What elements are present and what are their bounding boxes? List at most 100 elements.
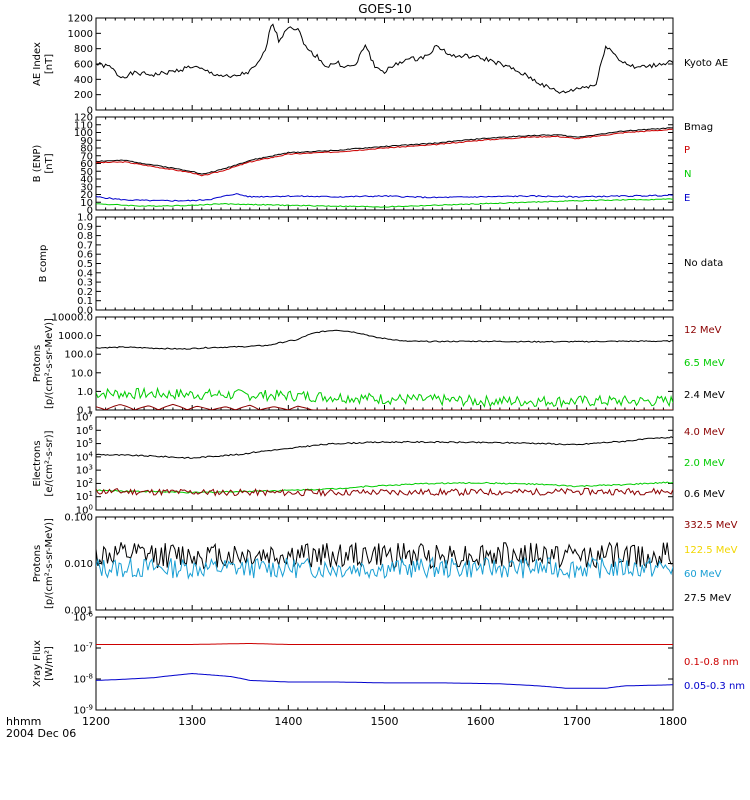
series-line <box>96 127 673 175</box>
y-tick-label: 120 <box>74 113 93 124</box>
y-tick-label: 10.0 <box>71 368 93 379</box>
panel-6: 0.001 0.010 0.100 Protons [p/(cm²-s-sr-MeV)]… <box>32 513 738 617</box>
y-tick-label: 60 <box>80 159 93 170</box>
y-tick-label: 10-8 <box>73 673 93 686</box>
y-tick-label: 0.5 <box>77 259 93 270</box>
series-line <box>96 128 673 177</box>
y-axis-label: [e/(cm²-s-sr)] <box>44 430 55 496</box>
y-axis-label: Protons <box>32 545 43 582</box>
y-axis-label: [nT] <box>44 153 55 173</box>
legend-label: 0.6 MeV <box>684 489 725 500</box>
y-axis-label: Xray Flux <box>32 640 43 687</box>
y-tick-label: 50 <box>80 167 93 178</box>
x-tick-label: 1800 <box>659 715 687 728</box>
panel-frame <box>95 616 674 711</box>
y-tick-label: 0.100 <box>64 513 93 524</box>
y-tick-label: 0 <box>87 106 93 117</box>
panel-4: 0.1 1.0 10.0 100.0 1000.0 10000.0 Protons [p/(c… <box>32 313 725 417</box>
y-tick-label: 30 <box>80 182 93 193</box>
y-tick-label: 100 <box>74 128 93 139</box>
series-line <box>96 193 673 202</box>
y-tick-label: 104 <box>76 450 94 463</box>
legend-label: 0.1-0.8 nm <box>684 657 739 668</box>
y-tick-label: 70 <box>80 151 93 162</box>
series-line <box>96 23 673 94</box>
y-tick-label: 0.2 <box>77 287 93 298</box>
y-axis-label: [nT] <box>44 54 55 74</box>
x-tick-label: 1500 <box>371 715 399 728</box>
series-line <box>96 643 673 645</box>
legend-label: 122.5 MeV <box>684 545 738 556</box>
y-tick-label: 600 <box>74 60 93 71</box>
legend-label: P <box>684 145 690 156</box>
series-line <box>96 436 673 459</box>
y-tick-label: 0.1 <box>77 406 93 417</box>
y-tick-label: 1.0 <box>77 213 93 224</box>
y-tick-label: 103 <box>76 464 93 477</box>
y-tick-label: 40 <box>80 175 93 186</box>
legend-label: No data <box>684 258 723 269</box>
y-tick-label: 1000 <box>68 29 93 40</box>
y-tick-label: 107 <box>76 411 93 424</box>
x-tick-label: 1700 <box>563 715 591 728</box>
y-tick-label: 0.7 <box>77 240 93 251</box>
y-tick-label: 10 <box>80 198 93 209</box>
y-tick-label: 80 <box>80 144 93 155</box>
y-tick-label: 101 <box>76 490 93 503</box>
y-tick-label: 102 <box>76 477 93 490</box>
x-axis: 1200 1300 1400 1500 1600 1700 1800 <box>82 715 687 728</box>
x-tick-label: 1200 <box>82 715 110 728</box>
y-tick-label: 0.4 <box>77 268 93 279</box>
y-axis-label: B (ENP) <box>32 145 43 183</box>
y-axis-label: Protons <box>32 345 43 382</box>
y-axis-label: [W/m²] <box>44 646 55 681</box>
panel-frame <box>95 17 674 111</box>
y-tick-label: 0.010 <box>64 559 93 570</box>
y-axis-label: B comp <box>38 245 49 283</box>
y-tick-label: 106 <box>76 424 94 437</box>
y-tick-label: 0.9 <box>77 222 93 233</box>
y-tick-label: 0.3 <box>77 278 93 289</box>
series-line <box>96 403 673 410</box>
panel-frame <box>95 216 674 311</box>
y-tick-label: 10000.0 <box>52 313 93 324</box>
panel-frame <box>95 316 674 411</box>
series-line <box>96 386 673 409</box>
legend-label: Kyoto AE <box>684 58 728 69</box>
y-tick-label: 0.6 <box>77 250 93 261</box>
y-tick-label: 100.0 <box>64 350 93 361</box>
series-line <box>96 556 673 580</box>
y-axis-label: [p/(cm²-s-sr-MeV)] <box>44 318 55 409</box>
series-line <box>96 481 673 494</box>
y-tick-label: 0 <box>87 206 93 217</box>
series-line <box>96 541 673 570</box>
y-axis-label: [p/(cm²-s-sr-MeV)] <box>44 518 55 609</box>
y-tick-label: 1200 <box>68 14 93 25</box>
x-tick-label: 1400 <box>274 715 302 728</box>
panel-3: 0.00.10.20.30.40.50.60.70.80.91.0 B comp N… <box>38 213 723 317</box>
legend-label: Bmag <box>684 122 713 133</box>
footer-unit: hhmm <box>6 715 41 728</box>
x-tick-label: 1300 <box>178 715 206 728</box>
y-tick-label: 200 <box>74 90 93 101</box>
footer-date: 2004 Dec 06 <box>6 727 76 740</box>
y-axis-label: Electrons <box>32 440 43 486</box>
series-line <box>96 329 673 350</box>
y-tick-label: 0.001 <box>64 606 93 617</box>
legend-label: 4.0 MeV <box>684 427 725 438</box>
legend-label: 332.5 MeV <box>684 520 738 531</box>
series-line <box>96 487 673 497</box>
y-tick-label: 800 <box>74 44 93 55</box>
legend-label: N <box>684 169 691 180</box>
y-tick-label: 1.0 <box>77 387 93 398</box>
y-tick-label: 0.8 <box>77 231 93 242</box>
y-axis-label: AE Index <box>32 42 43 86</box>
panel-frame <box>95 416 674 511</box>
plot-title: GOES-10 <box>358 2 412 16</box>
y-tick-label: 110 <box>74 120 93 131</box>
